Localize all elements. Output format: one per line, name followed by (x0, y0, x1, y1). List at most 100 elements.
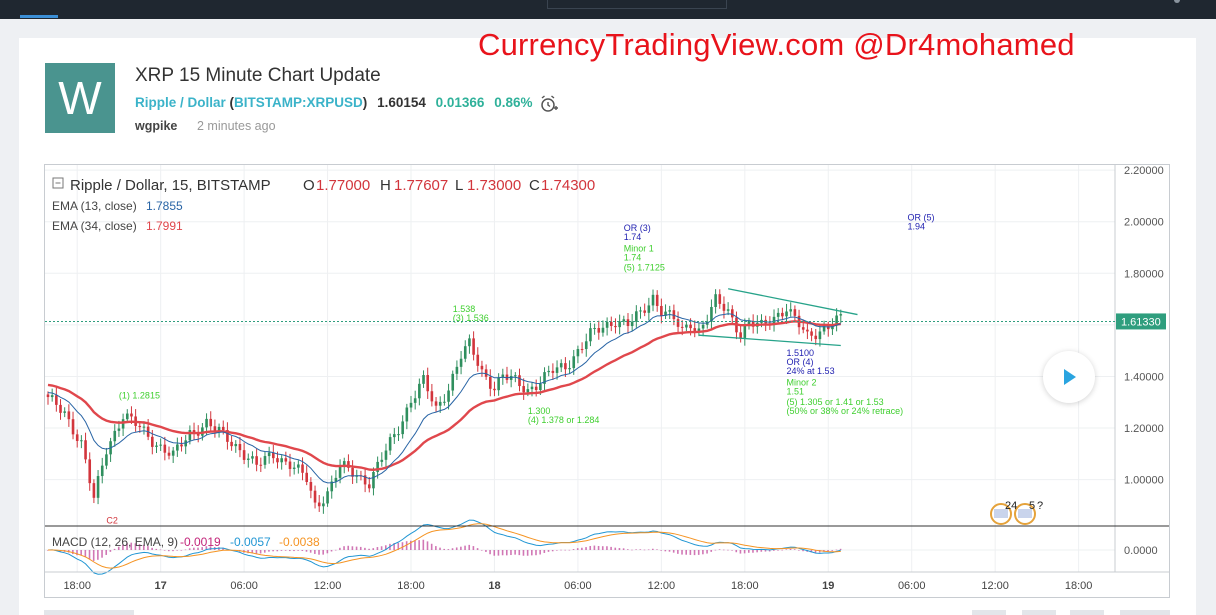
event-badges[interactable]: 24 5 ? (990, 500, 1043, 525)
candle-body (55, 395, 58, 405)
bottom-toolbar-button[interactable] (1070, 610, 1104, 615)
candle-body (835, 315, 838, 326)
symbol-quote-row: Ripple / Dollar (BITSTAMP:XRPUSD) 1.6015… (135, 95, 533, 110)
idea-title[interactable]: XRP 15 Minute Chart Update (135, 65, 381, 86)
macd-hist-bar (334, 549, 337, 551)
annotation-label[interactable]: OR (3) (624, 223, 651, 233)
annotation-label[interactable]: 1.538 (453, 304, 476, 314)
legend-block: Ripple / Dollar, 15, BITSTAMP O 1.77000 … (52, 177, 595, 549)
high-value: 1.77607 (394, 177, 448, 194)
macd-hist-bar (151, 547, 153, 550)
alert-clock-icon[interactable] (539, 94, 559, 114)
candle-body (151, 436, 154, 447)
macd-label[interactable]: MACD (12, 26, EMA, 9) (52, 535, 178, 549)
annotation-label[interactable]: 1.74 (624, 232, 642, 242)
macd-hist-bar (435, 546, 437, 550)
candle-body (747, 320, 751, 325)
annotation-label[interactable]: (5) 1.7125 (624, 263, 665, 273)
annotation-label[interactable]: (3) 1.536 (453, 313, 489, 323)
candle-body (647, 305, 651, 313)
annotation-label[interactable]: C2 (106, 515, 118, 525)
macd-hist-bar (268, 550, 270, 552)
bottom-toolbar-button[interactable] (972, 610, 1006, 615)
candle-body (75, 434, 79, 441)
annotation-label[interactable]: (5) 1.305 or 1.41 or 1.53 (787, 397, 884, 407)
macd-hist-bar (76, 550, 78, 556)
macd-hist-bar (589, 545, 592, 550)
bottom-toolbar-button[interactable] (1022, 610, 1056, 615)
ema34-label[interactable]: EMA (34, close) (52, 219, 137, 233)
annotation-label[interactable]: (1) 1.2815 (119, 390, 160, 400)
play-button[interactable] (1043, 351, 1095, 403)
candle-body (238, 444, 242, 451)
macd-hist-bar (355, 546, 358, 550)
annotation-label[interactable]: 1.300 (528, 406, 551, 416)
play-icon (1064, 369, 1076, 385)
candle-body (50, 395, 54, 398)
y-tick-label: 1.40000 (1124, 371, 1164, 383)
price-chart[interactable]: (1) 1.2815 C2 1.538(3) 1.536 1.300(4) 1.378… (44, 164, 1170, 598)
annotation-label[interactable]: OR (5) (908, 212, 935, 222)
candle-body (814, 335, 818, 340)
macd-hist-bar (168, 550, 170, 552)
annotation-label[interactable]: 1.5100 (787, 348, 815, 358)
annotation-label[interactable]: 1.94 (908, 221, 926, 231)
macd-hist-bar (126, 543, 128, 550)
annotation-label[interactable]: (50% or 38% or 24% retrace) (787, 406, 904, 416)
exchange-symbol-link[interactable]: BITSTAMP:XRPUSD (234, 95, 363, 110)
active-tab-indicator[interactable] (20, 15, 58, 18)
annotation-label[interactable]: (4) 1.378 or 1.284 (528, 415, 600, 425)
top-navigation-bar (0, 0, 1216, 19)
candle-body (526, 389, 530, 393)
author-name-link[interactable]: wgpike (135, 119, 178, 133)
macd-hist-bar (631, 549, 633, 551)
macd-hist-bar (393, 543, 395, 550)
ema13-label[interactable]: EMA (13, close) (52, 199, 137, 213)
macd-hist-bar (635, 549, 637, 550)
low-label: L (455, 177, 463, 194)
candle-body (413, 398, 417, 403)
macd-hist-bar (818, 550, 821, 553)
candle-body (488, 376, 492, 389)
ema34-line (47, 320, 841, 472)
annotation-label[interactable]: Minor 1 (624, 243, 654, 253)
bottom-toolbar-button[interactable] (1120, 610, 1170, 615)
menu-icon[interactable] (1174, 0, 1180, 3)
macd-hist-bar (430, 543, 433, 550)
candle-body (626, 319, 630, 327)
macd-hist-bar (364, 547, 366, 550)
macd-hist-bar (222, 547, 224, 550)
candle-body (580, 349, 584, 351)
chart-container[interactable]: (1) 1.2815 C2 1.538 (3) 1.536 1.300 (4) 1.378… (44, 164, 1170, 598)
macd-hist-bar (293, 550, 295, 552)
candle-body (255, 456, 258, 465)
author-avatar[interactable]: W (45, 63, 115, 133)
bottom-toolbar-left[interactable] (44, 610, 134, 615)
search-input[interactable] (547, 0, 727, 9)
candle-body (609, 321, 613, 326)
macd-hist-bar (777, 550, 779, 551)
annotation-layer: (1) 1.2815 C2 1.538(3) 1.536 1.300(4) 1.378… (106, 212, 934, 525)
macd-hist-bar (405, 541, 408, 550)
trendline[interactable] (727, 288, 858, 316)
macd-hist-bar (518, 550, 521, 556)
annotation-label[interactable]: 1.51 (787, 386, 805, 396)
x-tick-label: 12:00 (648, 580, 676, 592)
macd-hist-bar (47, 550, 49, 551)
collapse-legend-icon[interactable] (52, 177, 64, 189)
annotation-label[interactable]: 24% at 1.53 (787, 366, 835, 376)
candle-body (309, 481, 313, 491)
macd-hist-bar (439, 547, 441, 550)
candle-body (342, 461, 346, 466)
macd-hist-bar (401, 542, 404, 550)
close-value: 1.74300 (541, 177, 595, 194)
annotation-label[interactable]: OR (4) (787, 357, 814, 367)
macd-hist-bar (159, 549, 162, 551)
annotation-label[interactable]: 1.74 (624, 252, 642, 262)
symbol-name-link[interactable]: Ripple / Dollar (135, 95, 226, 110)
macd-layer (45, 519, 1115, 575)
trendline[interactable] (698, 334, 841, 347)
annotation-label[interactable]: Minor 2 (787, 377, 817, 387)
candle-body (230, 441, 233, 447)
candle-body (330, 481, 334, 492)
